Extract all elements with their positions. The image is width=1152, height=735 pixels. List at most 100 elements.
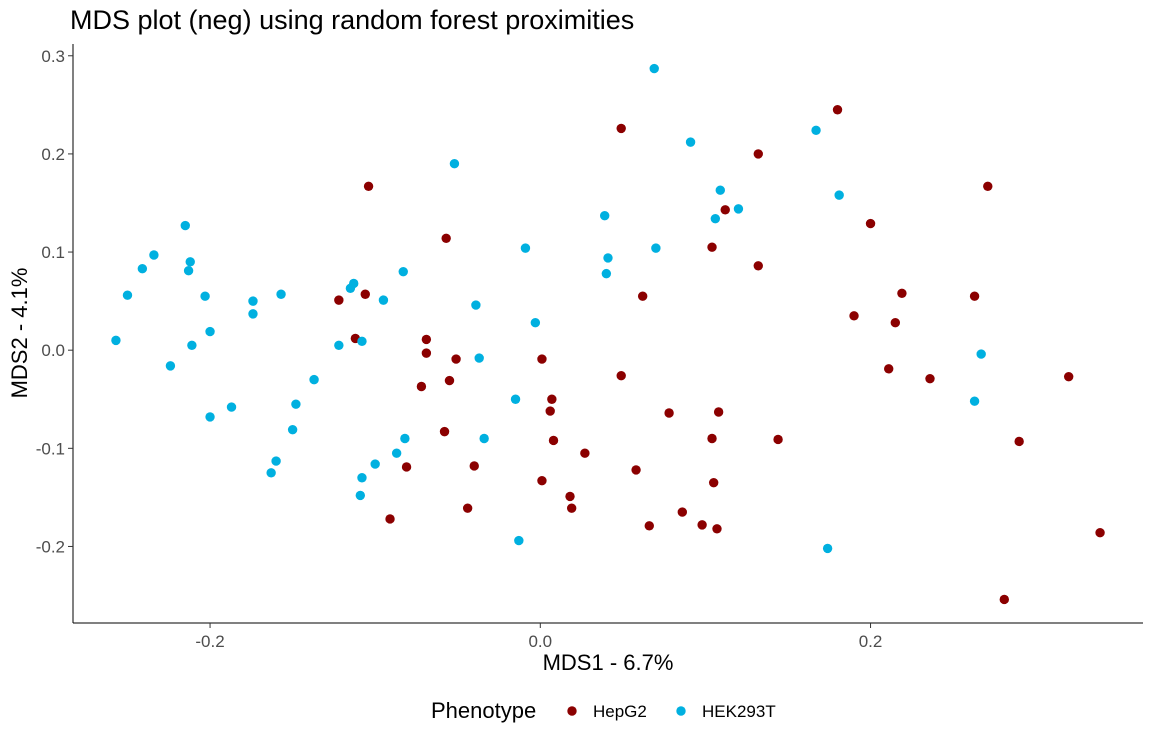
point-hek293t: [370, 459, 380, 469]
y-axis-title: MDS2 - 4.1%: [7, 268, 32, 399]
point-hek293t: [733, 204, 744, 214]
point-hek293t: [205, 326, 215, 337]
point-hepg2: [545, 406, 555, 416]
point-hepg2: [616, 370, 626, 381]
legend-title: Phenotype: [431, 698, 536, 723]
point-hepg2: [401, 462, 412, 472]
point-hek293t: [287, 424, 298, 435]
point-hepg2: [677, 507, 688, 517]
point-hek293t: [248, 309, 258, 319]
point-hek293t: [200, 291, 210, 301]
point-hepg2: [439, 426, 450, 437]
point-hek293t: [391, 448, 402, 458]
point-hek293t: [710, 213, 721, 224]
legend-marker-hek293t: [676, 706, 686, 716]
point-hek293t: [400, 433, 410, 444]
point-hek293t: [248, 296, 258, 306]
y-tick-label: 0.2: [41, 145, 65, 164]
x-axis-title: MDS1 - 6.7%: [543, 650, 674, 675]
legend-label-hepg2: HepG2: [593, 702, 647, 721]
point-hek293t: [345, 283, 356, 294]
point-hepg2: [462, 503, 473, 513]
point-hepg2: [753, 261, 763, 271]
point-hek293t: [334, 340, 344, 350]
point-hepg2: [890, 318, 901, 328]
point-hek293t: [226, 402, 237, 412]
point-hek293t: [471, 300, 481, 310]
point-hepg2: [884, 364, 894, 374]
point-hepg2: [537, 476, 547, 486]
point-hek293t: [187, 340, 197, 350]
point-hepg2: [421, 348, 432, 358]
point-hepg2: [664, 408, 674, 418]
point-hek293t: [479, 433, 489, 444]
point-hek293t: [357, 336, 367, 347]
point-hepg2: [334, 295, 344, 305]
legend-marker-hepg2: [567, 706, 577, 716]
point-hek293t: [398, 266, 408, 277]
point-hepg2: [983, 181, 993, 191]
y-axis-ticks: -0.2 -0.1 0.0 0.1 0.2 0.3: [36, 47, 73, 556]
point-hepg2: [451, 354, 461, 364]
point-hek293t: [510, 394, 521, 404]
point-hepg2: [925, 373, 935, 384]
point-hepg2: [566, 503, 577, 513]
point-hepg2: [421, 334, 432, 345]
point-hepg2: [565, 491, 575, 502]
plot-area: -0.2 0.0 0.2 -0.2 -0.1 0.0 0.1 0.2 0.3: [36, 44, 1143, 651]
point-hek293t: [651, 243, 661, 253]
point-hek293t: [378, 295, 389, 305]
data-points: [111, 63, 1105, 605]
point-hepg2: [713, 407, 724, 417]
point-hek293t: [266, 468, 276, 478]
point-hepg2: [444, 375, 455, 386]
point-hepg2: [720, 205, 730, 215]
point-hepg2: [548, 435, 559, 446]
y-tick-label: 0.1: [41, 243, 65, 262]
point-hek293t: [834, 190, 844, 200]
point-hek293t: [111, 335, 121, 346]
point-hepg2: [363, 181, 374, 191]
point-hepg2: [631, 465, 641, 475]
y-tick-label: -0.1: [36, 439, 65, 458]
x-tick-label: -0.2: [195, 632, 224, 651]
point-hek293t: [649, 63, 659, 74]
point-hepg2: [707, 433, 717, 444]
point-hepg2: [865, 218, 876, 229]
point-hek293t: [185, 257, 195, 267]
x-tick-label: 0.0: [528, 632, 552, 651]
point-hepg2: [580, 448, 590, 458]
legend: Phenotype HepG2 HEK293T: [431, 698, 776, 723]
point-hepg2: [897, 288, 907, 298]
point-hepg2: [773, 434, 783, 445]
point-hek293t: [291, 399, 301, 409]
point-hek293t: [601, 268, 612, 279]
x-tick-label: 0.2: [859, 632, 883, 651]
point-hepg2: [1014, 436, 1024, 447]
point-hepg2: [708, 477, 719, 488]
x-axis-ticks: -0.2 0.0 0.2: [195, 623, 882, 651]
point-hepg2: [969, 291, 980, 301]
point-hepg2: [1063, 371, 1074, 382]
point-hepg2: [469, 461, 479, 471]
point-hek293t: [137, 264, 148, 274]
point-hepg2: [385, 514, 395, 524]
point-hek293t: [685, 137, 696, 147]
point-hek293t: [599, 211, 610, 221]
point-hepg2: [832, 105, 843, 115]
point-hepg2: [616, 123, 626, 134]
legend-label-hek293t: HEK293T: [702, 702, 776, 721]
point-hek293t: [122, 290, 133, 300]
point-hepg2: [416, 381, 427, 392]
point-hepg2: [637, 291, 648, 301]
point-hek293t: [822, 543, 833, 554]
point-hek293t: [149, 250, 159, 260]
point-hek293t: [276, 289, 286, 299]
point-hek293t: [976, 349, 986, 359]
point-hepg2: [441, 233, 451, 244]
point-hek293t: [355, 490, 366, 501]
point-hepg2: [644, 521, 654, 531]
point-hek293t: [165, 361, 176, 371]
point-hepg2: [360, 289, 370, 299]
